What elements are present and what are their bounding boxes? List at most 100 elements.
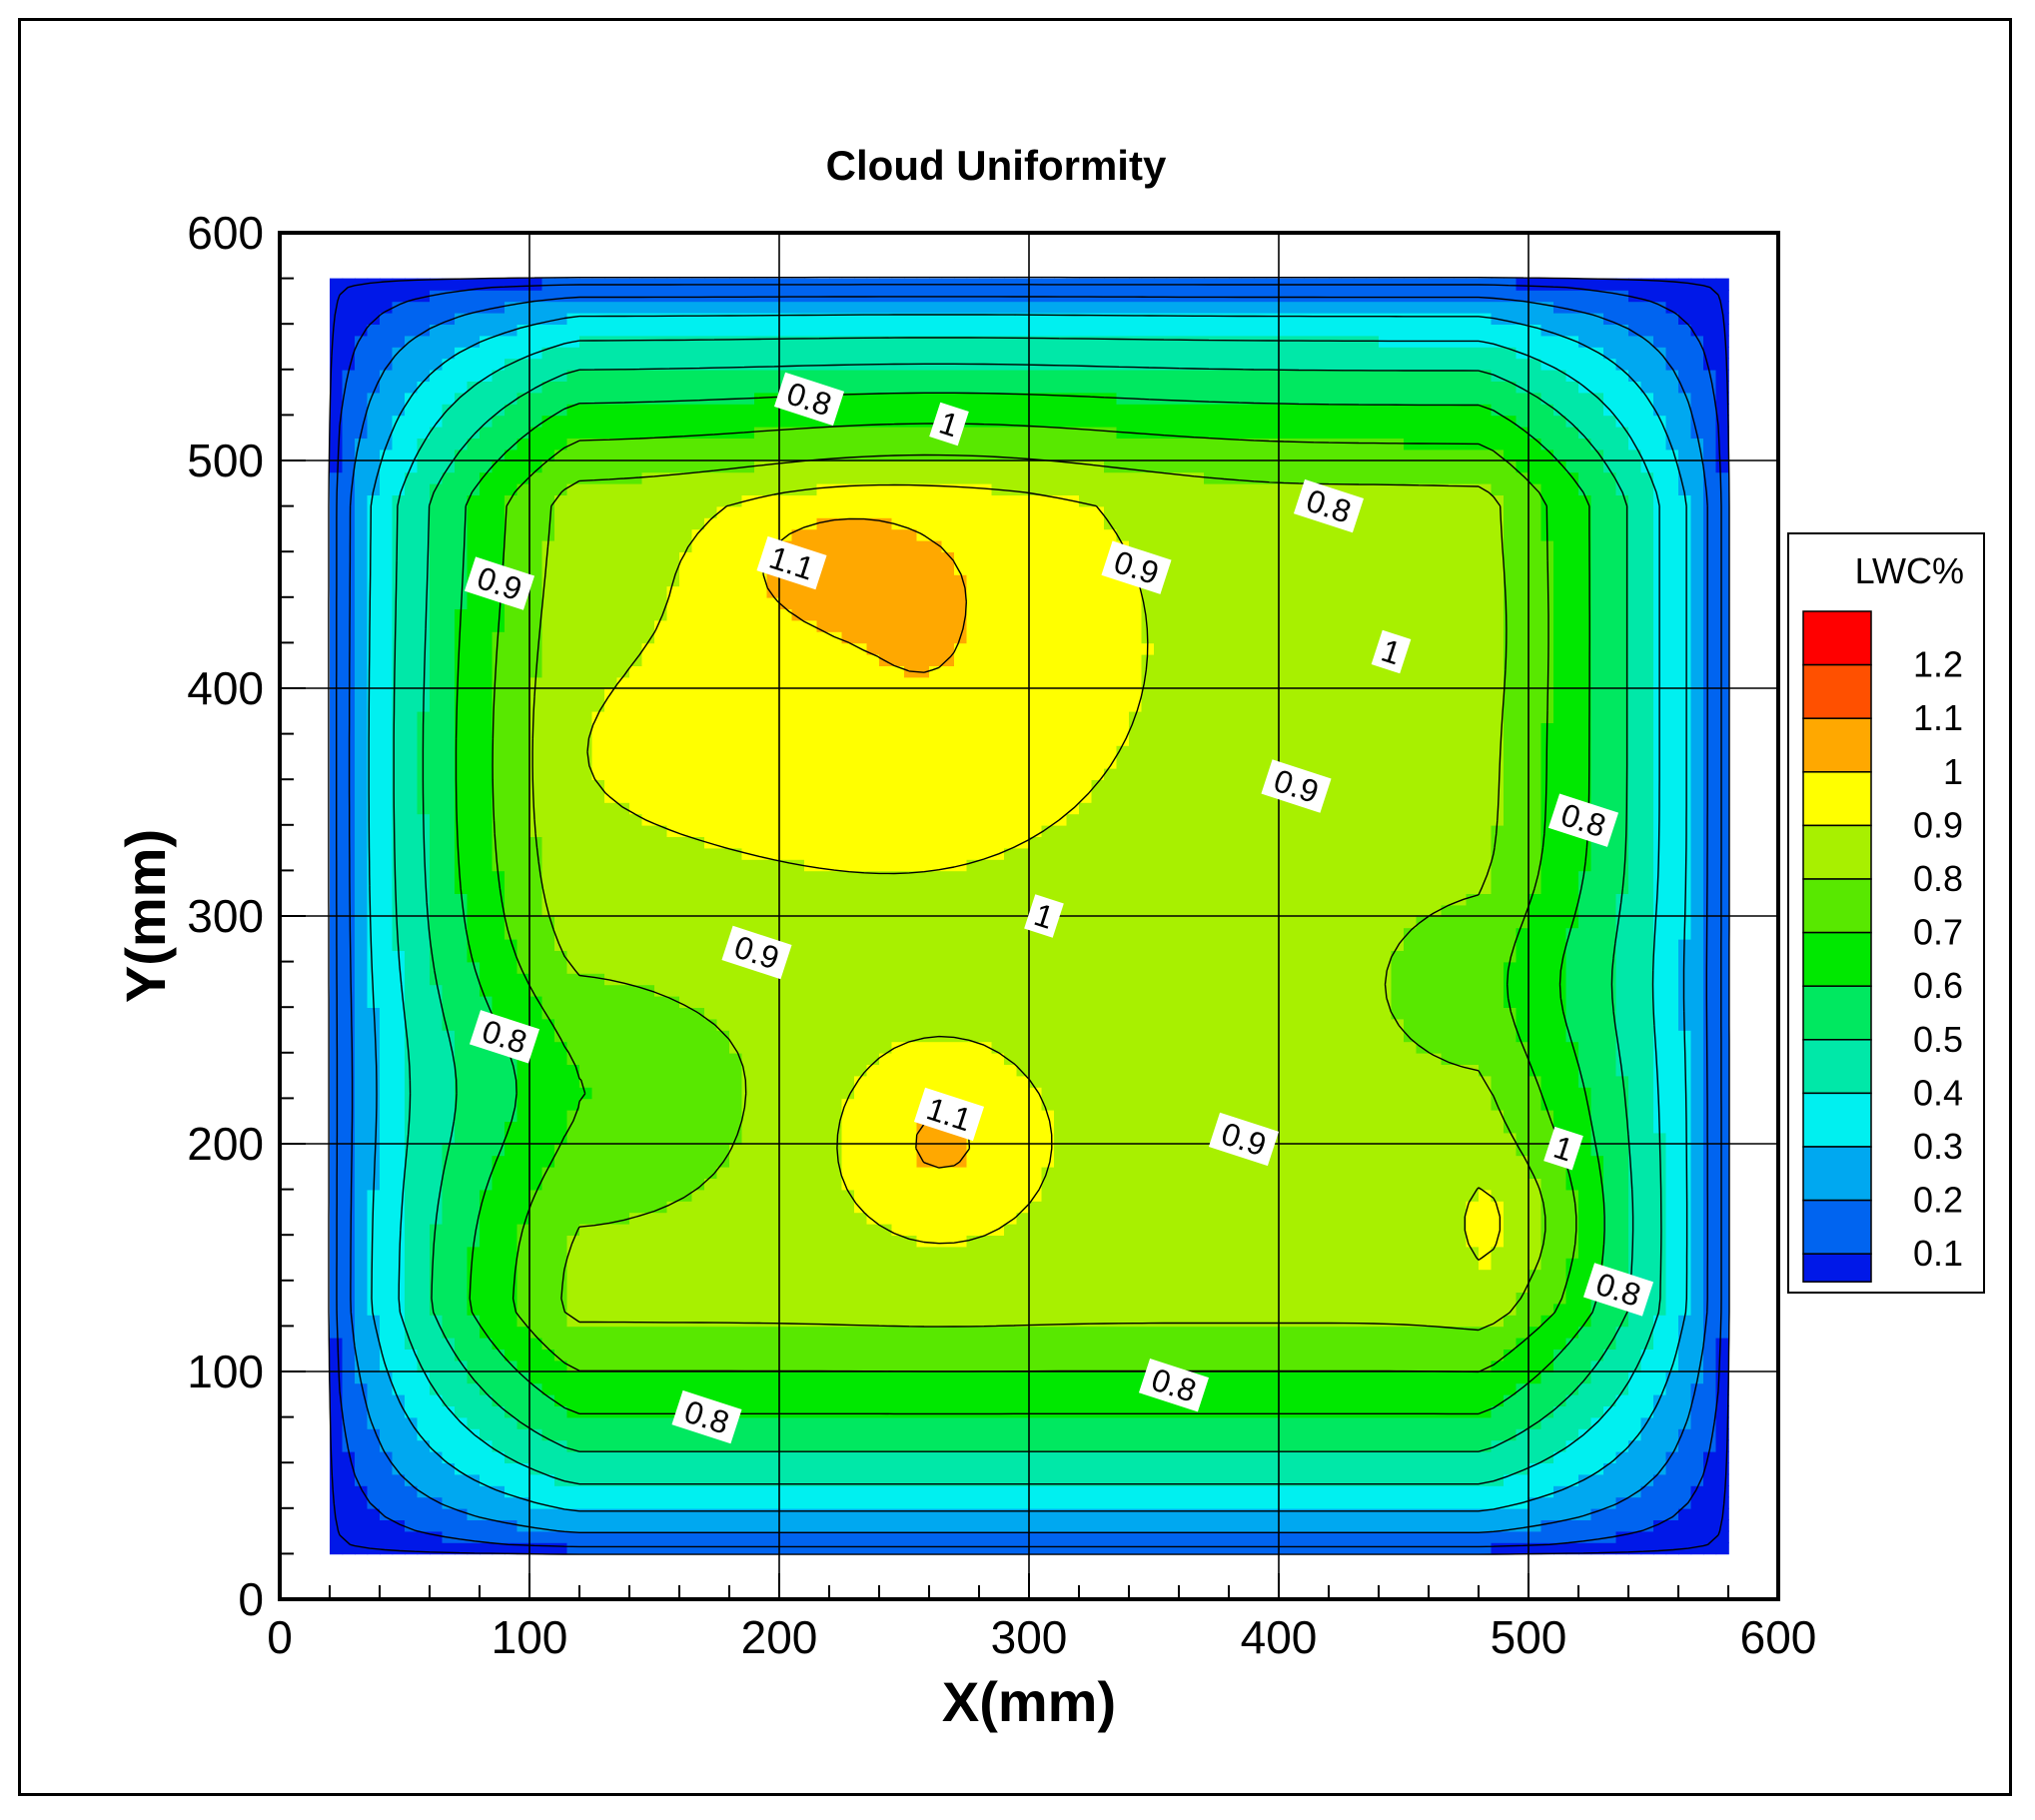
contour-cell [804, 1109, 818, 1122]
contour-cell [641, 494, 655, 507]
contour-cell [467, 1109, 481, 1122]
contour-cell [355, 392, 369, 405]
contour-cell [367, 517, 381, 530]
contour-cell [654, 847, 668, 860]
contour-cell [541, 1121, 555, 1134]
contour-cell [754, 1405, 768, 1418]
contour-cell [779, 802, 793, 815]
contour-cell [804, 1303, 818, 1316]
contour-cell [766, 1349, 780, 1362]
contour-cell [480, 1258, 494, 1271]
contour-cell [529, 1246, 543, 1259]
contour-cell [854, 1315, 868, 1328]
contour-cell [367, 688, 381, 701]
contour-cell [430, 1235, 444, 1248]
contour-cell [342, 1189, 356, 1202]
contour-cell [405, 802, 419, 815]
contour-cell [704, 608, 718, 621]
contour-cell [816, 733, 830, 746]
contour-cell [554, 1485, 568, 1498]
contour-cell [704, 1144, 718, 1157]
contour-cell [854, 824, 868, 837]
contour-cell [816, 1450, 830, 1463]
contour-cell [679, 1144, 693, 1157]
contour-cell [716, 802, 730, 815]
contour-cell [716, 1507, 730, 1520]
contour-cell [367, 973, 381, 986]
contour-cell [492, 1064, 506, 1077]
contour-cell [816, 722, 830, 735]
contour-cell [791, 1155, 805, 1168]
contour-cell [779, 596, 793, 609]
contour-cell [641, 1132, 655, 1145]
contour-cell [480, 415, 494, 428]
contour-cell [741, 438, 755, 451]
contour-cell [779, 836, 793, 849]
contour-cell [430, 665, 444, 678]
contour-cell [829, 562, 843, 575]
contour-cell [654, 1416, 668, 1429]
contour-cell [516, 460, 530, 473]
contour-cell [691, 1018, 705, 1031]
contour-cell [841, 790, 855, 803]
contour-cell [841, 1018, 855, 1031]
contour-cell [330, 460, 344, 473]
contour-cell [779, 1052, 793, 1065]
contour-cell [804, 824, 818, 837]
contour-cell [691, 904, 705, 917]
contour-cell [816, 881, 830, 894]
contour-cell [791, 1109, 805, 1122]
contour-cell [467, 1052, 481, 1065]
contour-cell [741, 733, 755, 746]
contour-cell [405, 1075, 419, 1088]
contour-cell [566, 1007, 580, 1020]
contour-cell [866, 1462, 880, 1475]
contour-cell [516, 802, 530, 815]
contour-cell [604, 471, 618, 484]
contour-cell [704, 1519, 718, 1532]
contour-cell [716, 1292, 730, 1305]
contour-cell [380, 312, 394, 325]
contour-cell [779, 893, 793, 906]
contour-cell [492, 1201, 506, 1214]
contour-cell [430, 596, 444, 609]
contour-cell [604, 1144, 618, 1157]
contour-cell [866, 699, 880, 712]
contour-cell [841, 847, 855, 860]
contour-bands [330, 278, 1729, 1555]
contour-cell [392, 767, 406, 780]
contour-cell [791, 1405, 805, 1418]
contour-cell [505, 1428, 518, 1441]
contour-cell [529, 870, 543, 883]
contour-cell [467, 1121, 481, 1134]
contour-cell [442, 1098, 456, 1111]
contour-cell [766, 688, 780, 701]
contour-cell [455, 1144, 469, 1157]
contour-cell [854, 608, 868, 621]
contour-cell [616, 756, 630, 769]
contour-cell [467, 1485, 481, 1498]
contour-cell [405, 1303, 419, 1316]
contour-cell [866, 859, 880, 872]
contour-cell [566, 1496, 580, 1509]
contour-cell [691, 767, 705, 780]
contour-cell [405, 1450, 419, 1463]
contour-cell [342, 1439, 356, 1452]
contour-cell [854, 1109, 868, 1122]
contour-cell [641, 1462, 655, 1475]
contour-cell [380, 665, 394, 678]
contour-cell [879, 1485, 893, 1498]
contour-cell [554, 562, 568, 575]
contour-cell [841, 608, 855, 621]
contour-cell [442, 653, 456, 666]
contour-cell [430, 699, 444, 712]
contour-cell [679, 562, 693, 575]
contour-cell [854, 404, 868, 417]
contour-cell [355, 1382, 369, 1395]
contour-cell [804, 1064, 818, 1077]
contour-cell [505, 1382, 518, 1395]
contour-cell [779, 1189, 793, 1202]
contour-cell [679, 494, 693, 507]
contour-cell [380, 950, 394, 963]
contour-cell [330, 1519, 344, 1532]
